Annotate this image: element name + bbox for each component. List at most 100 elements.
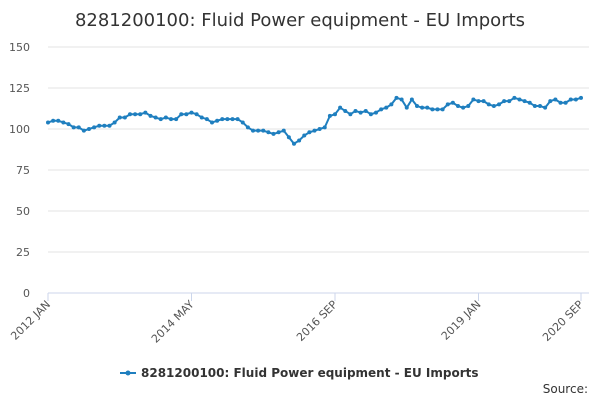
- point: [174, 117, 179, 122]
- point: [266, 130, 271, 135]
- point: [579, 95, 583, 100]
- point: [358, 110, 363, 115]
- point: [61, 120, 66, 125]
- point: [384, 105, 389, 110]
- point: [522, 99, 527, 104]
- point: [399, 97, 404, 102]
- point: [430, 107, 435, 112]
- point: [502, 99, 507, 104]
- point: [81, 128, 86, 133]
- point: [133, 112, 138, 117]
- point: [256, 128, 261, 133]
- point: [404, 105, 409, 110]
- point: [512, 95, 517, 100]
- source: Source:: [543, 382, 588, 396]
- point: [532, 104, 537, 109]
- point: [184, 112, 189, 117]
- point: [456, 104, 460, 109]
- point: [548, 99, 553, 104]
- x-tick-label: 2016 SEP: [294, 298, 340, 344]
- point: [543, 105, 548, 110]
- point: [415, 104, 419, 109]
- point: [112, 120, 117, 125]
- point: [46, 120, 50, 125]
- point: [389, 102, 394, 107]
- point: [527, 100, 532, 105]
- point: [445, 102, 450, 107]
- y-tick-label: 25: [16, 246, 30, 259]
- point: [215, 118, 220, 123]
- point: [204, 117, 209, 122]
- point: [466, 104, 471, 109]
- point: [251, 128, 255, 133]
- point: [107, 123, 112, 128]
- point: [379, 107, 384, 112]
- point: [235, 117, 240, 122]
- point: [558, 100, 563, 105]
- point: [281, 128, 286, 133]
- point: [491, 104, 496, 109]
- series-line: [47, 96, 582, 146]
- point: [102, 123, 107, 128]
- point: [66, 122, 71, 127]
- point: [128, 112, 132, 117]
- point: [573, 97, 578, 102]
- point: [517, 97, 522, 102]
- point: [199, 115, 204, 120]
- x-tick-label: 2019 JAN: [439, 298, 484, 343]
- point: [194, 112, 199, 117]
- point: [333, 112, 337, 117]
- point: [440, 107, 445, 112]
- point: [425, 105, 430, 110]
- point: [148, 113, 153, 118]
- point: [368, 112, 373, 117]
- point: [471, 97, 476, 102]
- point: [307, 130, 312, 135]
- point: [158, 117, 163, 122]
- point: [245, 125, 250, 130]
- point: [297, 138, 302, 143]
- point: [563, 100, 568, 105]
- point: [538, 104, 542, 109]
- point: [338, 105, 343, 110]
- point: [327, 113, 332, 118]
- point: [317, 127, 322, 131]
- point: [322, 125, 327, 130]
- point: [568, 97, 573, 102]
- point: [363, 108, 368, 113]
- point: [481, 99, 486, 104]
- point: [92, 125, 97, 130]
- y-tick-label: 150: [9, 41, 30, 54]
- point: [225, 117, 230, 122]
- point: [276, 130, 281, 135]
- y-tick-label: 50: [16, 205, 30, 218]
- point: [220, 117, 225, 122]
- point: [56, 118, 61, 123]
- point: [51, 118, 56, 123]
- x-tick-label: 2020 SEP: [540, 298, 586, 344]
- point: [476, 99, 481, 104]
- x-tick-label: 2014 MAY: [149, 298, 197, 346]
- point: [71, 125, 76, 130]
- point: [122, 115, 127, 120]
- legend-label: 8281200100: Fluid Power equipment - EU I…: [141, 366, 479, 380]
- point: [97, 123, 102, 128]
- point: [343, 108, 348, 113]
- point: [553, 97, 558, 102]
- point: [374, 110, 378, 115]
- point: [138, 112, 143, 117]
- point: [210, 120, 214, 125]
- point: [153, 115, 158, 120]
- point: [420, 105, 425, 110]
- point: [409, 97, 414, 102]
- point: [353, 108, 358, 113]
- point: [169, 117, 173, 122]
- point: [230, 117, 235, 122]
- x-tick-label: 2012 JAN: [8, 298, 53, 343]
- point: [394, 95, 399, 100]
- y-tick-label: 100: [9, 123, 30, 136]
- point: [163, 115, 168, 120]
- point: [507, 99, 512, 104]
- chart-title: 8281200100: Fluid Power equipment - EU I…: [75, 10, 525, 31]
